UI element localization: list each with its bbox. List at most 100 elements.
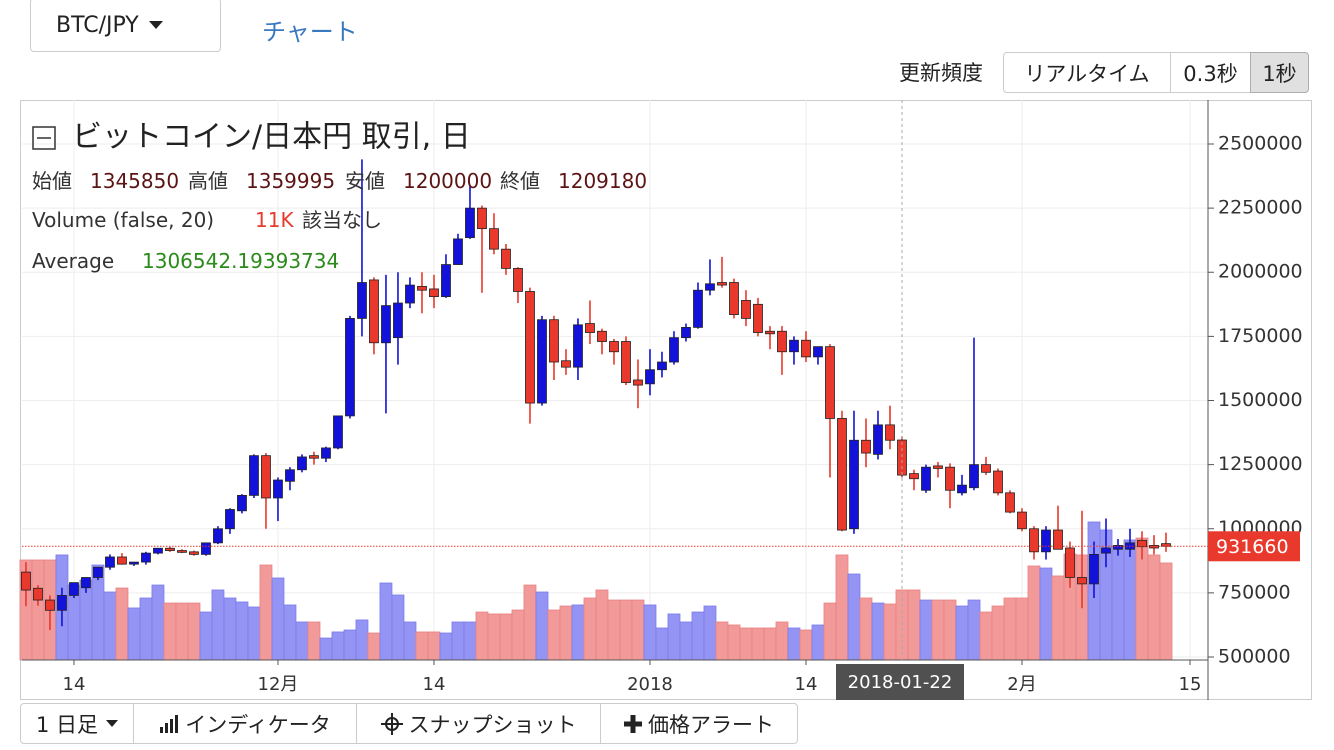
x-tick-label: 14 (795, 674, 818, 695)
candle-body (213, 528, 223, 544)
candle-body (705, 283, 715, 291)
volume-bar (547, 609, 561, 661)
volume-bar (727, 624, 741, 661)
candle-body (477, 207, 487, 230)
candle-body (789, 339, 799, 353)
candles (21, 159, 1171, 631)
candle-body (849, 439, 859, 530)
candle-body (633, 379, 643, 386)
volume-bar (535, 591, 549, 661)
volume-bar (679, 621, 693, 661)
candle-body (597, 330, 607, 342)
average-label: Average (32, 249, 114, 273)
volume-bar (715, 621, 729, 661)
x-tick-label: 2018 (627, 674, 673, 695)
candle-body (933, 465, 943, 469)
snapshot-button[interactable]: スナップショット (356, 703, 601, 744)
volume-bar (847, 573, 861, 661)
volume-bar (415, 631, 429, 661)
candle-body (957, 484, 967, 494)
candle-body (1113, 545, 1123, 550)
x-tick-label: 12月 (258, 674, 299, 695)
chart-tab[interactable]: チャート (262, 18, 358, 46)
candle-body (813, 346, 823, 358)
refresh-option[interactable]: リアルタイム (1003, 52, 1171, 93)
candle-body (369, 279, 379, 344)
volume-bar (211, 589, 225, 661)
volume-bar (319, 637, 333, 661)
y-tick-label: 1500000 (1218, 389, 1303, 411)
volume-value: 11K (255, 208, 294, 232)
candle-body (1077, 577, 1087, 585)
volume-bar (643, 604, 657, 661)
candle-body (81, 577, 91, 589)
volume-bar (187, 602, 201, 661)
y-tick-label: 1250000 (1218, 453, 1303, 475)
caret (106, 720, 119, 727)
candle-body (153, 547, 163, 554)
candle-body (1089, 553, 1099, 585)
volume-bar (451, 621, 465, 661)
candle-body (69, 582, 79, 596)
candle-body (381, 305, 391, 344)
volume-bar (199, 611, 213, 661)
candle-body (729, 282, 739, 315)
volume-bar (439, 632, 453, 661)
candle-body (465, 207, 475, 239)
caret (148, 21, 163, 29)
candle-body (1137, 539, 1147, 548)
refresh-label: 更新頻度 (899, 61, 983, 85)
candle-body (297, 456, 307, 471)
pair-select[interactable]: BTC/JPY (30, 0, 221, 52)
ohlc-value: 1200000 (403, 169, 492, 193)
volume-bar (883, 603, 897, 661)
candle-body (285, 469, 295, 482)
volume-bar (259, 564, 273, 661)
candle-body (441, 264, 451, 298)
volume-bar (751, 627, 765, 661)
candle-body (681, 326, 691, 339)
refresh-option[interactable]: 0.3秒 (1170, 52, 1251, 93)
candle-body (765, 330, 775, 335)
alert-button[interactable]: 価格アラート (600, 703, 798, 744)
candle-body (621, 341, 631, 383)
volume-bar (295, 621, 309, 661)
candle-body (873, 424, 883, 455)
candle-body (945, 466, 955, 491)
volume-bar (607, 599, 621, 661)
volume-bar (463, 621, 477, 661)
volume-bar (343, 629, 357, 661)
average-value: 1306542.19393734 (142, 249, 339, 273)
volume-bar (739, 627, 753, 661)
crosshair-badge (835, 664, 964, 700)
indicator-button[interactable]: インディケータ (133, 703, 357, 744)
volume-bar (979, 611, 993, 661)
candle-body (921, 466, 931, 491)
candle-body (261, 455, 271, 499)
volume-bar (631, 599, 645, 661)
interval-select[interactable]: 1 日足 (20, 703, 134, 744)
candle-body (357, 282, 367, 319)
volume-bar (787, 627, 801, 661)
candle-body (33, 587, 43, 601)
volume-bar (967, 599, 981, 661)
volume-bar (523, 584, 537, 661)
price-label: 931660 (1216, 536, 1289, 558)
volume-bar (487, 613, 501, 661)
candle-body (45, 599, 55, 611)
collapse-icon[interactable] (32, 126, 56, 150)
volume-bar (943, 599, 957, 661)
y-tick-label: 500000 (1218, 645, 1291, 667)
ohlc-label: 始値 (32, 169, 72, 193)
volume-bar (151, 584, 165, 661)
candle-body (513, 268, 523, 292)
volume-bar (1039, 567, 1053, 661)
volume-bar (991, 605, 1005, 661)
candle-body (741, 300, 751, 319)
candle-body (801, 339, 811, 358)
volume-bar (871, 602, 885, 661)
refresh-option-active[interactable]: 1秒 (1250, 52, 1309, 93)
volume-bar (355, 619, 369, 661)
candle-body (57, 595, 67, 611)
volume-bar (811, 624, 825, 661)
